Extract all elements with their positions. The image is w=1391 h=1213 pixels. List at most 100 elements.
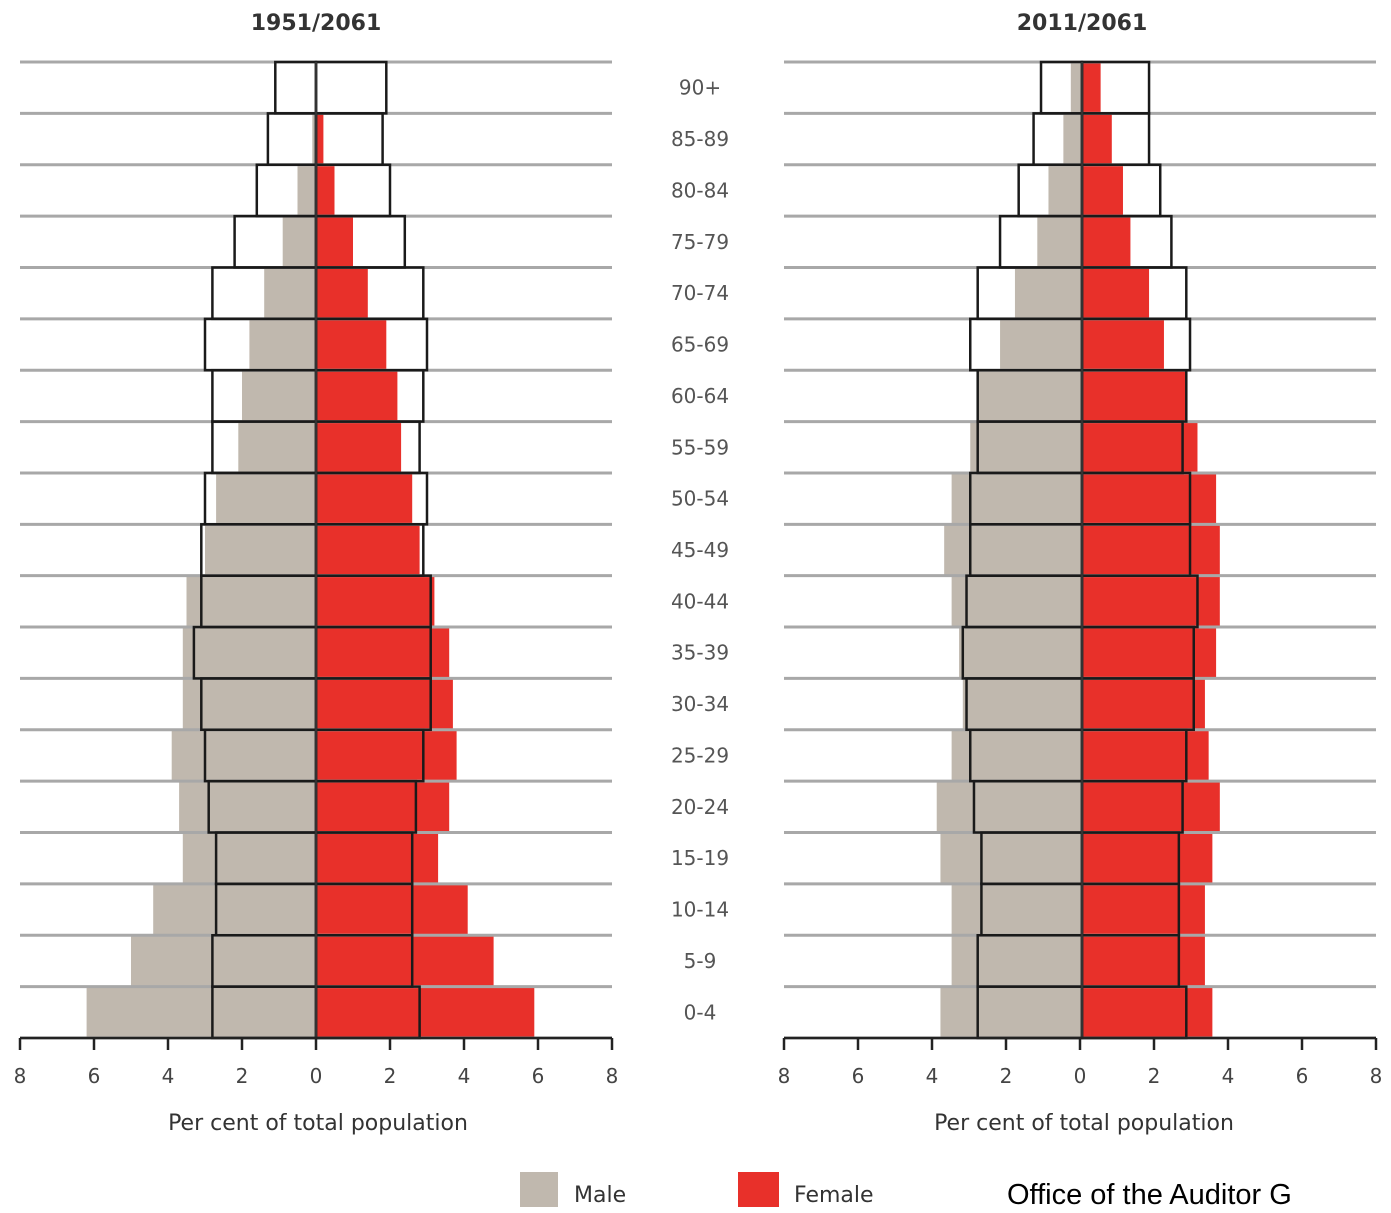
- x-axis-label: Per cent of total population: [934, 1111, 1234, 1136]
- x-tick-label: 6: [852, 1064, 865, 1088]
- age-group-label: 30-34: [671, 692, 729, 716]
- male-bar: [182, 627, 316, 679]
- female-bar: [1082, 935, 1205, 987]
- female-bar: [1082, 986, 1213, 1038]
- female-bar: [1082, 421, 1198, 473]
- outline-male-bar: [266, 112, 318, 166]
- female-bar: [316, 216, 353, 268]
- female-bar: [316, 267, 368, 319]
- male-bar: [940, 986, 1082, 1038]
- male-bar: [182, 832, 316, 884]
- outline-female-bar: [314, 112, 384, 166]
- female-bar: [1082, 678, 1205, 730]
- female-bar: [1082, 627, 1217, 679]
- female-bar: [316, 318, 387, 371]
- male-bar: [962, 678, 1082, 730]
- male-bar: [264, 267, 316, 319]
- male-bar: [940, 832, 1082, 884]
- x-tick-label: 2: [384, 1064, 397, 1088]
- panel-title: 2011/2061: [1017, 11, 1148, 36]
- male-bar: [977, 370, 1082, 422]
- male-bar: [1063, 113, 1082, 165]
- male-bar: [186, 575, 316, 628]
- male-bar: [171, 729, 316, 782]
- female-bar: [316, 627, 450, 679]
- panel-title: 1951/2061: [251, 11, 382, 36]
- pyramid-panel-1951: 1951/2061 8 6 4 2 0 2 4 6 8 Per cent of total popu…: [14, 11, 619, 1136]
- female-bar: [316, 678, 453, 730]
- female-bar: [1082, 164, 1123, 217]
- female-bar: [1082, 832, 1213, 884]
- age-group-label: 65-69: [671, 333, 729, 357]
- x-tick-label: 2: [1000, 1064, 1013, 1088]
- legend-male-swatch: [520, 1172, 558, 1207]
- female-bar: [316, 883, 468, 936]
- female-bar: [316, 113, 324, 165]
- female-bar: [316, 575, 435, 628]
- female-bar: [1082, 524, 1220, 576]
- age-group-label: 70-74: [671, 281, 729, 305]
- pyramid-panel-2011: 2011/2061 8 6 4 2 0 2 4 6 8 Per cent of total popu…: [778, 11, 1383, 1136]
- x-tick-label: 0: [310, 1064, 323, 1088]
- x-tick-label: 4: [458, 1064, 471, 1088]
- male-bar: [951, 575, 1082, 628]
- x-tick-label: 8: [778, 1064, 791, 1088]
- x-tick-label: 0: [1074, 1064, 1087, 1088]
- male-bar: [216, 472, 316, 525]
- age-group-labels: 0-4 5-9 10-14 15-19 20-24 25-29 30-34 35-39 40-4…: [671, 76, 729, 1025]
- male-bar: [970, 421, 1082, 473]
- female-bar: [316, 164, 335, 217]
- outline-male-bar: [274, 60, 318, 115]
- male-bar: [951, 883, 1082, 936]
- age-group-label: 50-54: [671, 487, 729, 511]
- male-bar: [86, 986, 316, 1038]
- age-group-label: 5-9: [684, 949, 717, 973]
- female-bar: [1082, 883, 1205, 936]
- age-group-label: 85-89: [671, 127, 729, 151]
- male-bar: [1048, 164, 1082, 217]
- female-bar: [1082, 216, 1131, 268]
- male-bar: [182, 678, 316, 730]
- x-tick-label: 6: [532, 1064, 545, 1088]
- age-group-label: 15-19: [671, 846, 729, 870]
- legend-female-label: Female: [794, 1183, 874, 1208]
- age-group-label: 25-29: [671, 743, 729, 767]
- male-bar: [951, 729, 1082, 782]
- male-bar: [1037, 216, 1082, 268]
- age-group-label: 35-39: [671, 641, 729, 665]
- legend: Male Female: [520, 1172, 874, 1208]
- female-bar: [1082, 472, 1217, 525]
- x-tick-label: 2: [236, 1064, 249, 1088]
- x-tick-label: 6: [1296, 1064, 1309, 1088]
- female-bar: [1082, 729, 1209, 782]
- female-bar: [316, 524, 420, 576]
- female-bar: [316, 832, 439, 884]
- female-bar: [1082, 781, 1220, 833]
- x-tick-label: 6: [88, 1064, 101, 1088]
- female-bar: [1082, 267, 1150, 319]
- male-bar: [282, 216, 316, 268]
- age-group-label: 75-79: [671, 230, 729, 254]
- age-group-label: 80-84: [671, 178, 729, 202]
- male-bar: [238, 421, 316, 473]
- age-group-label: 20-24: [671, 795, 729, 819]
- female-bar: [1082, 318, 1164, 371]
- x-tick-label: 4: [162, 1064, 175, 1088]
- female-bar: [316, 986, 535, 1038]
- male-bar: [951, 935, 1082, 987]
- female-bar: [316, 729, 457, 782]
- female-bar: [1082, 370, 1187, 422]
- age-group-label: 55-59: [671, 435, 729, 459]
- x-axis-label: Per cent of total population: [168, 1111, 468, 1136]
- male-bar: [1014, 267, 1082, 319]
- age-group-label: 10-14: [671, 898, 729, 922]
- x-tick-label: 2: [1148, 1064, 1161, 1088]
- female-bar: [1082, 113, 1112, 165]
- x-tick-label: 8: [1370, 1064, 1383, 1088]
- female-bar: [316, 370, 398, 422]
- male-bar: [312, 113, 316, 165]
- legend-female-swatch: [738, 1172, 779, 1207]
- male-bar: [944, 524, 1082, 576]
